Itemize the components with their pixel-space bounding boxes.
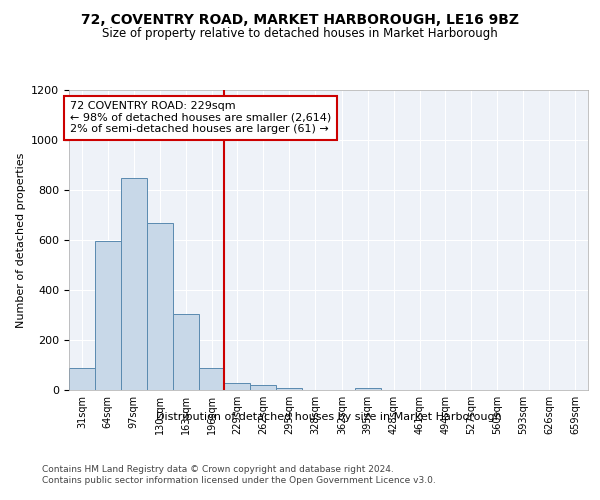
Bar [199, 368, 224, 390]
Bar [121, 178, 147, 390]
Text: 72, COVENTRY ROAD, MARKET HARBOROUGH, LE16 9BZ: 72, COVENTRY ROAD, MARKET HARBOROUGH, LE… [81, 12, 519, 26]
Bar [224, 382, 250, 390]
Text: Distribution of detached houses by size in Market Harborough: Distribution of detached houses by size … [156, 412, 502, 422]
Bar [355, 388, 381, 390]
Bar [69, 368, 95, 390]
Bar [173, 314, 199, 390]
Y-axis label: Number of detached properties: Number of detached properties [16, 152, 26, 328]
Text: Contains public sector information licensed under the Open Government Licence v3: Contains public sector information licen… [42, 476, 436, 485]
Text: Size of property relative to detached houses in Market Harborough: Size of property relative to detached ho… [102, 28, 498, 40]
Bar [250, 385, 276, 390]
Bar [147, 222, 173, 390]
Bar [276, 388, 302, 390]
Text: 72 COVENTRY ROAD: 229sqm
← 98% of detached houses are smaller (2,614)
2% of semi: 72 COVENTRY ROAD: 229sqm ← 98% of detach… [70, 101, 331, 134]
Text: Contains HM Land Registry data © Crown copyright and database right 2024.: Contains HM Land Registry data © Crown c… [42, 465, 394, 474]
Bar [95, 242, 121, 390]
